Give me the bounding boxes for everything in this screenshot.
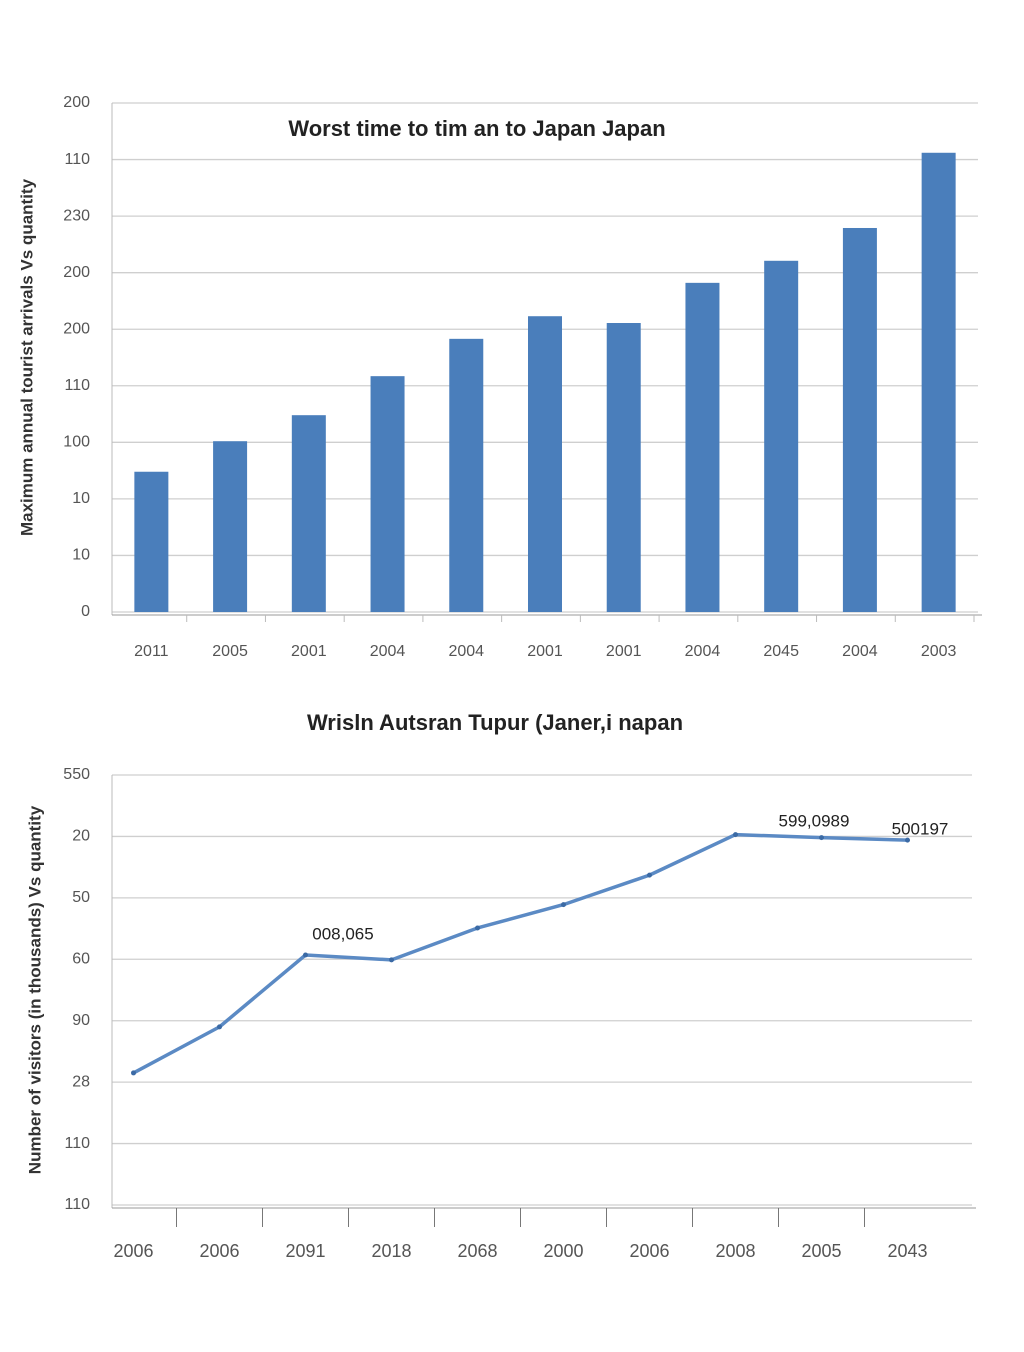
chart-title: Wrisln Autsran Tupur (Janer,i napan (307, 710, 683, 735)
y-tick-label: 100 (63, 434, 90, 451)
point (217, 1024, 222, 1030)
x-tick-label: 2005 (212, 643, 248, 660)
point (131, 1070, 136, 1076)
y-tick-label: 50 (72, 889, 90, 906)
x-tick-label: 2091 (285, 1241, 325, 1261)
x-tick-label: 2018 (371, 1241, 411, 1261)
bar (685, 282, 720, 612)
y-tick-label: 200 (63, 94, 90, 111)
y-tick-label: 110 (64, 151, 90, 168)
point (905, 837, 910, 843)
y-axis-label: Number of visitors (in thousands) Vs qua… (25, 805, 44, 1174)
x-tick-label: 2008 (715, 1241, 755, 1261)
x-tick-label: 2006 (629, 1241, 669, 1261)
point (303, 952, 308, 958)
x-tick-label: 2006 (113, 1241, 153, 1261)
y-tick-label: 20 (72, 828, 90, 845)
chart-title: Worst time to tim an to Japan Japan (288, 116, 665, 141)
y-axis-label: Maximum annual tourist arrivals Vs quant… (17, 178, 36, 536)
annotation: 599,0989 (779, 811, 850, 830)
point (733, 832, 738, 838)
y-tick-label: 200 (63, 320, 90, 337)
y-tick-label: 110 (64, 1135, 90, 1152)
bar (134, 471, 169, 612)
y-tick-label: 230 (63, 207, 90, 224)
annotation: 500197 (892, 819, 949, 838)
point (475, 925, 480, 931)
y-tick-label: 110 (64, 377, 90, 394)
y-tick-label: 110 (64, 1196, 90, 1213)
bar (291, 415, 326, 612)
point (561, 902, 566, 908)
x-tick-label: 2005 (801, 1241, 841, 1261)
point (647, 872, 652, 878)
bar (842, 227, 877, 612)
x-tick-label: 2004 (842, 643, 878, 660)
annotation: 008,065 (312, 924, 373, 943)
y-tick-label: 200 (63, 264, 90, 281)
line (132, 832, 908, 1075)
point (819, 835, 824, 841)
y-tick-label: 10 (72, 547, 90, 564)
x-tick-label: 2001 (291, 643, 327, 660)
bar (528, 316, 562, 612)
y-tick-label: 28 (72, 1073, 90, 1090)
bar (921, 152, 956, 612)
bar (606, 323, 641, 612)
x-tick-label: 2004 (685, 643, 721, 660)
bar (213, 441, 248, 612)
x-tick-label: 2043 (887, 1241, 927, 1261)
x-tick-label: 2011 (134, 643, 169, 660)
y-tick-label: 10 (72, 490, 90, 507)
x-tick-label: 2001 (527, 643, 563, 660)
x-tick-label: 2003 (921, 643, 957, 660)
x-tick-label: 2006 (199, 1241, 239, 1261)
point (389, 957, 394, 963)
y-tick-label: 0 (81, 603, 90, 620)
x-tick-label: 2004 (448, 643, 484, 660)
bar (764, 260, 799, 612)
x-tick-label: 2004 (370, 643, 406, 660)
x-tick-label: 2001 (606, 643, 642, 660)
y-tick-label: 60 (72, 951, 90, 968)
y-tick-label: 550 (63, 766, 90, 783)
bar (370, 376, 405, 612)
x-tick-label: 2045 (763, 643, 799, 660)
x-tick-label: 2000 (543, 1241, 583, 1261)
bar (449, 338, 484, 612)
y-tick-label: 90 (72, 1012, 90, 1029)
x-tick-label: 2068 (457, 1241, 497, 1261)
